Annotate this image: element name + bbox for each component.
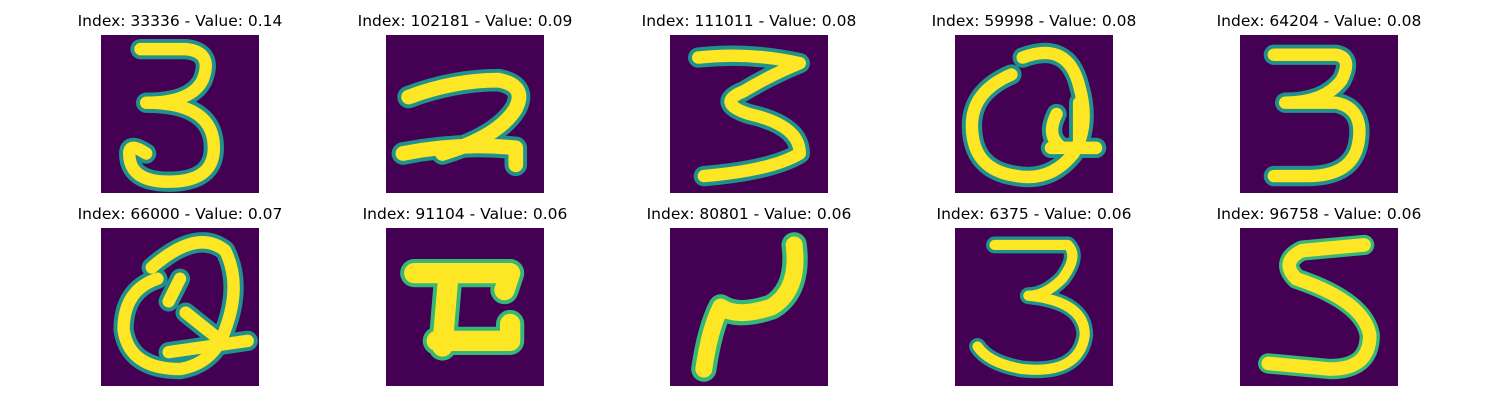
- panel-1: Index: 33336 - Value: 0.14: [50, 11, 310, 201]
- digit-image: [955, 35, 1113, 193]
- panel-4: Index: 59998 - Value: 0.08: [904, 11, 1164, 201]
- panel-8: Index: 80801 - Value: 0.06: [619, 204, 879, 394]
- panel-title: Index: 59998 - Value: 0.08: [931, 12, 1137, 30]
- panel-6: Index: 66000 - Value: 0.07: [50, 204, 310, 394]
- digit-image: [101, 35, 259, 193]
- panel-5: Index: 64204 - Value: 0.08: [1189, 11, 1449, 201]
- digit-image: [386, 35, 544, 193]
- panel-title: Index: 102181 - Value: 0.09: [357, 12, 573, 30]
- digit-image: [670, 228, 828, 386]
- panel-7: Index: 91104 - Value: 0.06: [335, 204, 595, 394]
- panel-title: Index: 66000 - Value: 0.07: [77, 205, 283, 223]
- panel-title: Index: 96758 - Value: 0.06: [1216, 205, 1422, 223]
- panel-3: Index: 111011 - Value: 0.08: [619, 11, 879, 201]
- digit-image: [1240, 35, 1398, 193]
- digit-image: [670, 35, 828, 193]
- panel-title: Index: 6375 - Value: 0.06: [936, 205, 1132, 223]
- panel-2: Index: 102181 - Value: 0.09: [335, 11, 595, 201]
- digit-image: [386, 228, 544, 386]
- panel-10: Index: 96758 - Value: 0.06: [1189, 204, 1449, 394]
- digit-image: [101, 228, 259, 386]
- panel-9: Index: 6375 - Value: 0.06: [904, 204, 1164, 394]
- panel-title: Index: 91104 - Value: 0.06: [362, 205, 568, 223]
- panel-title: Index: 33336 - Value: 0.14: [77, 12, 283, 30]
- digit-image: [1240, 228, 1398, 386]
- panel-title: Index: 64204 - Value: 0.08: [1216, 12, 1422, 30]
- panel-title: Index: 111011 - Value: 0.08: [641, 12, 857, 30]
- digit-image: [955, 228, 1113, 386]
- panel-title: Index: 80801 - Value: 0.06: [646, 205, 852, 223]
